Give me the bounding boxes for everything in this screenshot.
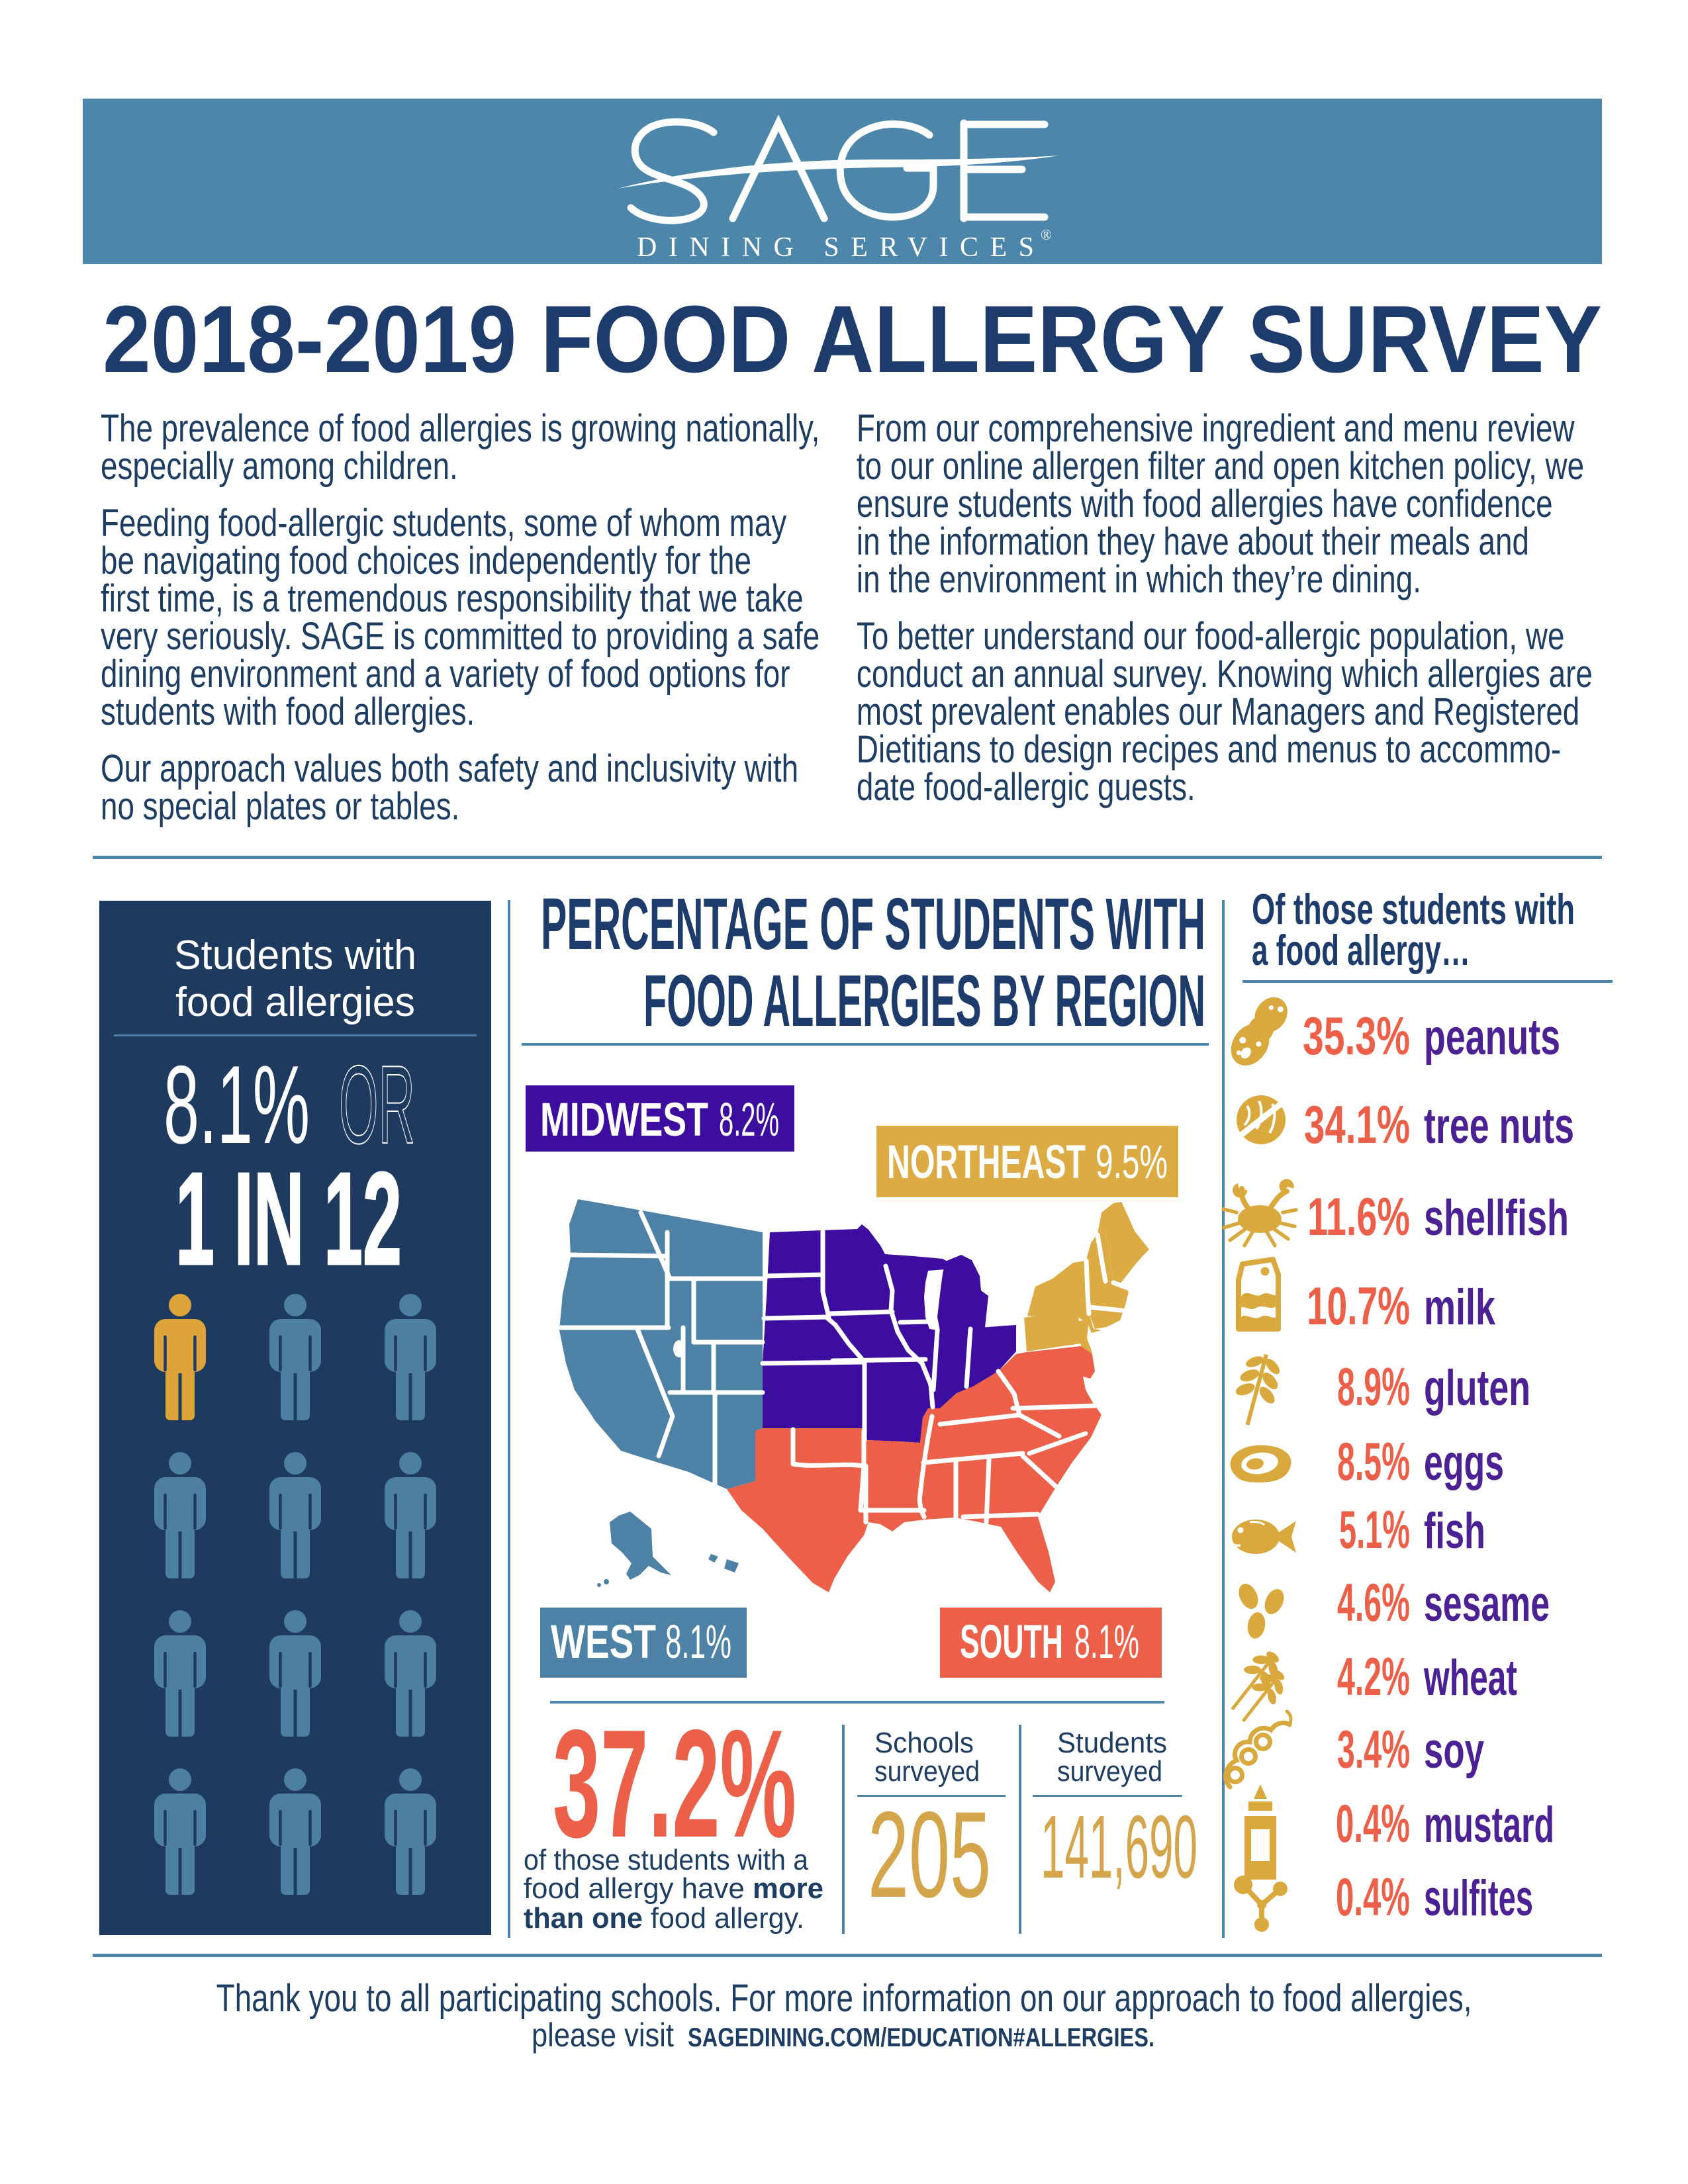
svg-text:in the environment in which th: in the environment in which they’re dini…: [857, 559, 1421, 601]
svg-text:sulfites: sulfites: [1424, 1870, 1533, 1927]
svg-text:9.5%: 9.5%: [1096, 1136, 1168, 1189]
svg-text:wheat: wheat: [1423, 1650, 1517, 1706]
svg-text:Thank you to all participating: Thank you to all participating schools. …: [216, 1978, 1472, 2020]
svg-text:be navigating food choices ind: be navigating food choices independently…: [101, 540, 751, 582]
svg-text:to our online allergen filter: to our online allergen filter and open k…: [857, 445, 1584, 488]
svg-text:®: ®: [1041, 226, 1052, 243]
svg-text:PERCENTAGE OF STUDENTS WITH: PERCENTAGE OF STUDENTS WITH: [541, 884, 1205, 965]
svg-text:sesame: sesame: [1424, 1576, 1550, 1632]
svg-text:OR: OR: [339, 1042, 415, 1167]
svg-text:FOOD ALLERGIES BY REGION: FOOD ALLERGIES BY REGION: [643, 960, 1205, 1042]
svg-text:food allergy have more: food allergy have more: [524, 1872, 823, 1905]
svg-text:no special plates or tables.: no special plates or tables.: [101, 786, 459, 828]
svg-text:From our comprehensive ingredi: From our comprehensive ingredient and me…: [857, 408, 1575, 450]
svg-text:34.1%: 34.1%: [1304, 1095, 1410, 1155]
svg-text:8.5%: 8.5%: [1337, 1432, 1410, 1492]
svg-text:food allergies: food allergies: [175, 979, 415, 1025]
svg-text:37.2%: 37.2%: [553, 1698, 796, 1870]
svg-text:Dietitians to design recipes a: Dietitians to design recipes and menus t…: [857, 729, 1561, 771]
svg-text:especially among children.: especially among children.: [101, 445, 458, 488]
svg-text:WEST: WEST: [551, 1616, 656, 1668]
svg-text:of those students with a: of those students with a: [524, 1844, 808, 1876]
svg-text:3.4%: 3.4%: [1337, 1720, 1410, 1780]
svg-text:Feeding food-allergic students: Feeding food-allergic students, some of …: [101, 502, 787, 545]
svg-text:a food allergy…: a food allergy…: [1252, 926, 1470, 974]
svg-text:2018-2019 FOOD ALLERGY SURVEY: 2018-2019 FOOD ALLERGY SURVEY: [103, 286, 1602, 392]
svg-text:first time, is a tremendous re: first time, is a tremendous responsibili…: [101, 578, 804, 620]
svg-text:To better understand our food-: To better understand our food-allergic p…: [857, 615, 1564, 658]
svg-text:1 IN 12: 1 IN 12: [175, 1146, 402, 1293]
svg-text:shellfish: shellfish: [1424, 1190, 1569, 1246]
svg-text:fish: fish: [1424, 1503, 1485, 1559]
svg-text:8.2%: 8.2%: [719, 1094, 779, 1146]
svg-text:surveyed: surveyed: [1057, 1755, 1162, 1788]
svg-text:8.1%: 8.1%: [1074, 1616, 1139, 1668]
svg-text:please visit: please visit: [532, 2017, 674, 2054]
svg-text:DINING SERVICES: DINING SERVICES: [637, 232, 1034, 263]
svg-text:Students: Students: [1057, 1727, 1167, 1759]
svg-text:11.6%: 11.6%: [1307, 1187, 1410, 1247]
svg-text:students with food allergies.: students with food allergies.: [101, 691, 475, 733]
svg-text:surveyed: surveyed: [874, 1755, 980, 1788]
svg-text:ensure students with food alle: ensure students with food allergies have…: [857, 483, 1553, 525]
svg-text:4.6%: 4.6%: [1337, 1573, 1410, 1633]
svg-text:MIDWEST: MIDWEST: [540, 1094, 708, 1146]
svg-text:peanuts: peanuts: [1424, 1009, 1560, 1066]
svg-text:gluten: gluten: [1424, 1360, 1530, 1416]
svg-text:conduct an annual survey. Know: conduct an annual survey. Knowing which …: [857, 653, 1593, 696]
svg-text:SAGEDINING.COM/EDUCATION#ALLER: SAGEDINING.COM/EDUCATION#ALLERGIES.: [688, 2023, 1154, 2052]
svg-text:0.4%: 0.4%: [1336, 1794, 1410, 1854]
svg-text:NORTHEAST: NORTHEAST: [887, 1136, 1086, 1189]
svg-text:0.4%: 0.4%: [1336, 1868, 1410, 1927]
svg-text:Our approach values both safet: Our approach values both safety and incl…: [101, 748, 798, 790]
svg-text:very seriously. SAGE is commit: very seriously. SAGE is committed to pro…: [101, 615, 820, 658]
svg-text:milk: milk: [1424, 1279, 1496, 1336]
svg-text:8.9%: 8.9%: [1337, 1357, 1410, 1417]
svg-text:tree nuts: tree nuts: [1424, 1098, 1574, 1154]
svg-text:205: 205: [868, 1787, 991, 1923]
svg-text:Of those students with: Of those students with: [1252, 885, 1575, 933]
svg-text:most prevalent enables our Man: most prevalent enables our Managers and …: [857, 691, 1579, 733]
svg-text:than one food allergy.: than one food allergy.: [524, 1902, 804, 1934]
svg-text:10.7%: 10.7%: [1307, 1277, 1410, 1336]
svg-text:eggs: eggs: [1424, 1435, 1504, 1491]
svg-text:4.2%: 4.2%: [1337, 1647, 1410, 1707]
svg-text:in the information they have a: in the information they have about their…: [857, 521, 1529, 563]
svg-text:8.1%: 8.1%: [164, 1042, 310, 1167]
svg-text:Schools: Schools: [874, 1727, 974, 1759]
svg-text:date food-allergic guests.: date food-allergic guests.: [857, 766, 1196, 809]
svg-text:mustard: mustard: [1424, 1797, 1554, 1853]
svg-text:dining environment and a varie: dining environment and a variety of food…: [101, 653, 790, 696]
svg-text:8.1%: 8.1%: [665, 1616, 731, 1668]
svg-text:soy: soy: [1424, 1723, 1484, 1779]
svg-text:SOUTH: SOUTH: [960, 1616, 1063, 1668]
svg-text:The prevalence of food allergi: The prevalence of food allergies is grow…: [101, 408, 820, 450]
svg-text:35.3%: 35.3%: [1303, 1007, 1410, 1066]
svg-text:141,690: 141,690: [1041, 1797, 1197, 1897]
svg-text:Students with: Students with: [174, 933, 416, 978]
svg-text:5.1%: 5.1%: [1339, 1500, 1410, 1560]
